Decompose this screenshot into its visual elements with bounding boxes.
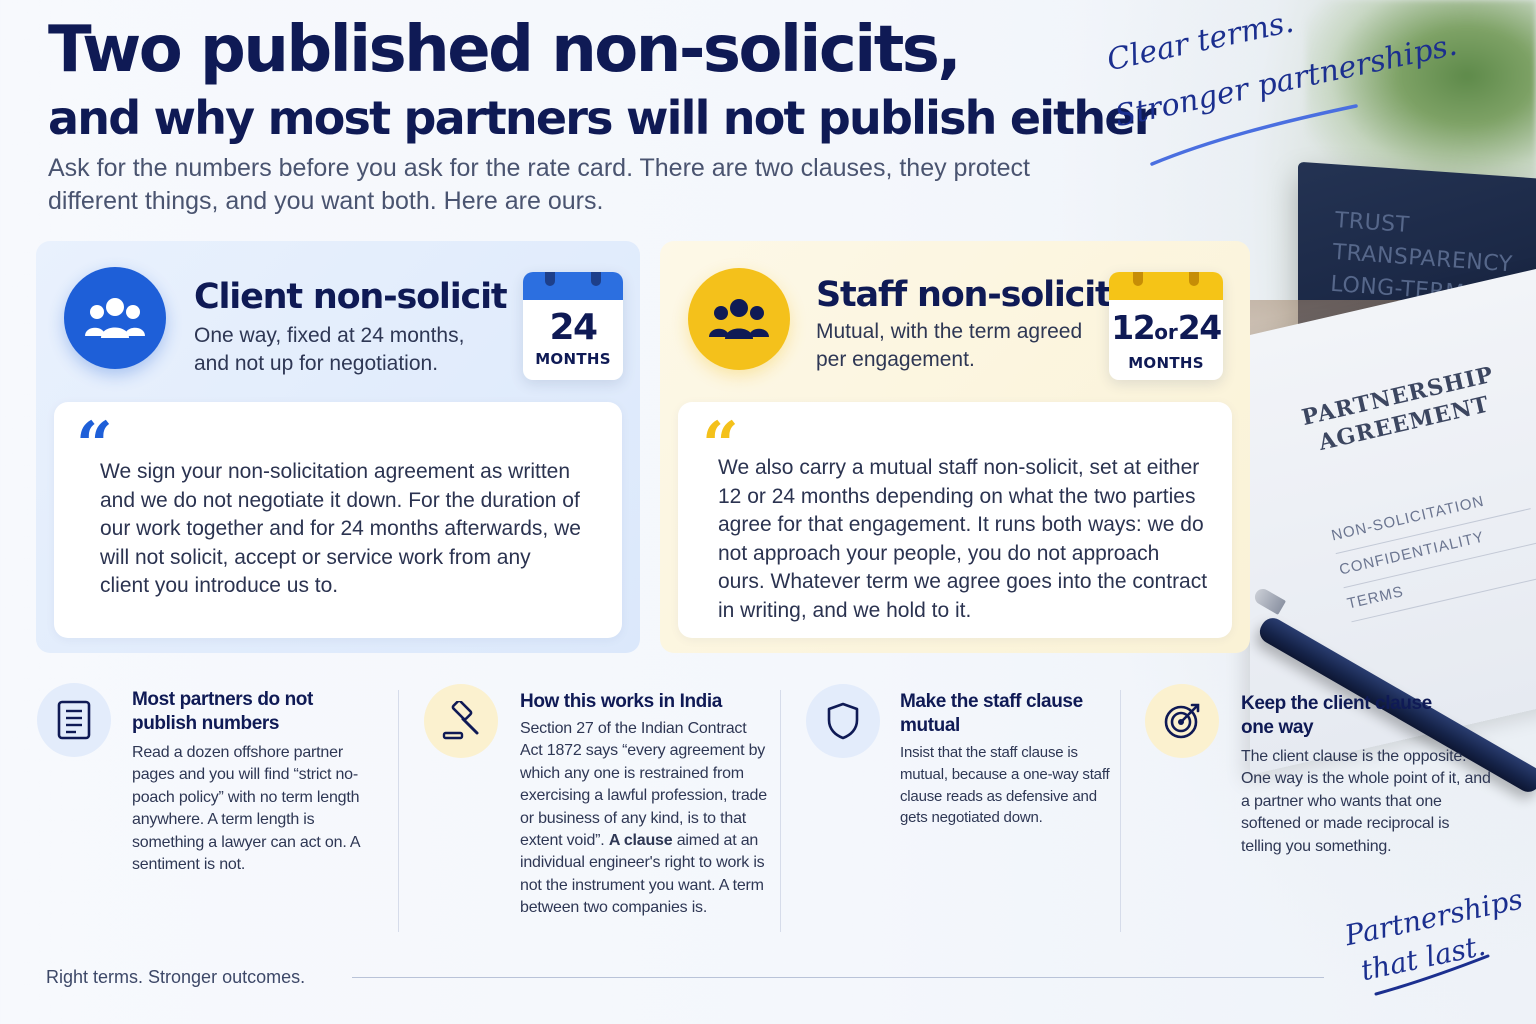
gavel-icon <box>424 684 498 758</box>
calendar-number: 12or24 <box>1111 308 1222 347</box>
client-quote-box <box>54 402 622 638</box>
calendar-unit: MONTHS <box>535 350 611 368</box>
column-text: Section 27 of the Indian Contract Act 18… <box>520 720 767 917</box>
column-divider <box>398 690 399 932</box>
column-divider <box>1120 690 1121 932</box>
staff-quote-box <box>678 402 1232 638</box>
calendar-icon: 24 MONTHS <box>523 272 623 380</box>
staff-card-subtext: Mutual, with the term agreed per engagem… <box>816 320 1083 371</box>
quote-mark-icon: “ <box>76 408 113 483</box>
quote-mark-icon: “ <box>702 408 739 483</box>
staff-card-heading: Staff non-solicit <box>816 275 1112 315</box>
column-divider <box>780 690 781 932</box>
column-heading: Keep the client clause one way <box>1241 693 1432 738</box>
column-heading: Make the staff clause mutual <box>900 691 1083 736</box>
column-text: The client clause is the opposite. One w… <box>1241 748 1491 855</box>
calendar-icon: 12or24 MONTHS <box>1109 272 1223 380</box>
shield-icon <box>806 684 880 758</box>
client-quote-text: We sign your non-solicitation agreement … <box>100 460 581 598</box>
swash-underline-icon <box>1374 954 1490 996</box>
staff-quote-text: We also carry a mutual staff non-solicit… <box>718 456 1208 622</box>
page-title: Two published non-solicits, <box>48 13 962 87</box>
client-card-heading: Client non-solicit <box>194 277 508 317</box>
intro-text: Ask for the numbers before you ask for t… <box>48 154 1030 215</box>
column-text: Insist that the staff clause is mutual, … <box>900 744 1110 827</box>
swash-underline-icon <box>1150 104 1358 166</box>
staff-group-icon <box>688 268 790 370</box>
page-subtitle: and why most partners will not publish e… <box>48 91 1156 145</box>
client-card-subtext: One way, fixed at 24 months, and not up … <box>194 324 465 375</box>
column-text: Read a dozen offshore partner pages and … <box>132 744 360 874</box>
document-icon <box>37 683 111 757</box>
column-heading: How this works in India <box>520 691 722 712</box>
calendar-number: 24 <box>549 307 598 348</box>
client-group-icon <box>64 267 166 369</box>
column-heading: Most partners do not publish numbers <box>132 689 313 734</box>
calendar-unit: MONTHS <box>1128 354 1204 372</box>
target-icon <box>1145 684 1219 758</box>
footer-text: Right terms. Stronger outcomes. <box>46 967 306 987</box>
plant-image <box>1306 0 1536 190</box>
footer-rule <box>352 977 1324 978</box>
